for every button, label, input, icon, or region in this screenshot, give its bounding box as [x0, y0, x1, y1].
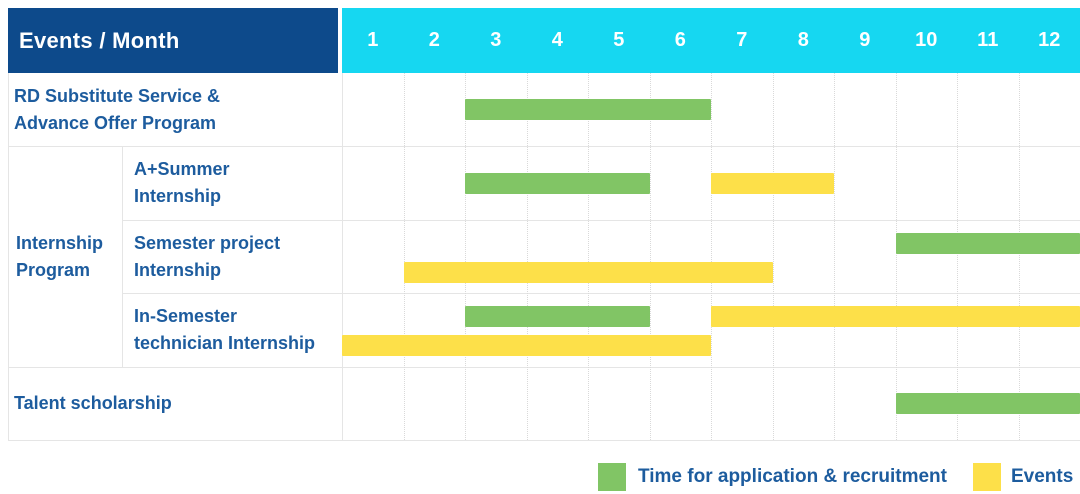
month-gridline: [465, 73, 467, 440]
month-header-2: 2: [428, 29, 440, 51]
month-header-11: 11: [977, 29, 999, 51]
month-header-1: 1: [367, 29, 379, 51]
row-label-line: Internship: [134, 186, 222, 206]
row-divider: [8, 146, 1080, 147]
gantt-bar-application: [465, 99, 711, 120]
month-gridline: [404, 73, 406, 440]
row-label-line: RD Substitute Service &: [14, 85, 221, 106]
month-header-5: 5: [613, 29, 625, 51]
gantt-bar-application: [895, 233, 1080, 254]
group-label-line: Internship: [16, 232, 104, 253]
application-legend-swatch: [598, 463, 626, 491]
row-divider: [122, 220, 1080, 221]
month-header-7: 7: [736, 29, 748, 51]
row-label-line: In-Semester: [134, 306, 238, 326]
table-left-border: [8, 73, 9, 440]
month-gridline: [650, 73, 652, 440]
row-divider: [8, 367, 1080, 368]
month-header-8: 8: [797, 29, 809, 51]
row-label-line: technician Internship: [134, 333, 316, 353]
row-label-a-summer-internship: A+Summer Internship: [122, 146, 342, 220]
month-gridline: [834, 73, 836, 440]
month-header-6: 6: [674, 29, 686, 51]
gantt-bar-application: [895, 393, 1080, 414]
row-label-line: A+Summer: [134, 159, 230, 179]
month-gridline: [711, 73, 713, 440]
gantt-bar-application: [465, 172, 650, 194]
events-legend-swatch: [973, 463, 1001, 491]
gantt-bar-events: [711, 172, 834, 194]
month-gridline: [588, 73, 590, 440]
gantt-bar-events: [403, 262, 773, 283]
gantt-bar-events: [711, 306, 1080, 327]
month-header-4: 4: [551, 29, 563, 51]
gantt-bar-events: [342, 335, 711, 356]
group-label-line: Program: [16, 259, 91, 280]
corner-header: Events / Month: [8, 8, 338, 73]
month-header-3: 3: [490, 29, 502, 51]
month-header-9: 9: [859, 29, 871, 51]
row-label-in-semester-technician-internship: In-Semester technician Internship: [122, 293, 342, 367]
month-gridline: [896, 73, 898, 440]
row-label-line: Semester project: [134, 232, 281, 253]
gantt-bar-application: [465, 306, 650, 327]
month-gridline: [1019, 73, 1021, 440]
table-bottom-border: [8, 440, 1080, 441]
row-label-line: Talent scholarship: [14, 393, 172, 413]
month-header-row: 1 2 3 4 5 6 7 8 9 10 11 12: [342, 8, 1080, 73]
month-header-10: 10: [915, 29, 938, 51]
month-gridline: [957, 73, 959, 440]
group-label-internship-program: Internship Program: [8, 146, 122, 367]
month-gridline: [527, 73, 529, 440]
row-label-line: Advance Offer Program: [14, 112, 217, 133]
month-header-12: 12: [1038, 29, 1061, 51]
row-label-line: Internship: [134, 259, 222, 280]
row-label-semester-project-internship: Semester project Internship: [122, 220, 342, 293]
row-label-rd-substitute: RD Substitute Service & Advance Offer Pr…: [8, 73, 342, 146]
events-legend-label: Events: [1011, 466, 1074, 487]
label-chart-divider: [342, 73, 343, 440]
application-legend-label: Time for application & recruitment: [638, 466, 947, 487]
group-column-divider: [122, 146, 123, 367]
row-divider: [122, 293, 1080, 294]
row-label-talent-scholarship: Talent scholarship: [8, 367, 342, 440]
month-gridline: [773, 73, 775, 440]
